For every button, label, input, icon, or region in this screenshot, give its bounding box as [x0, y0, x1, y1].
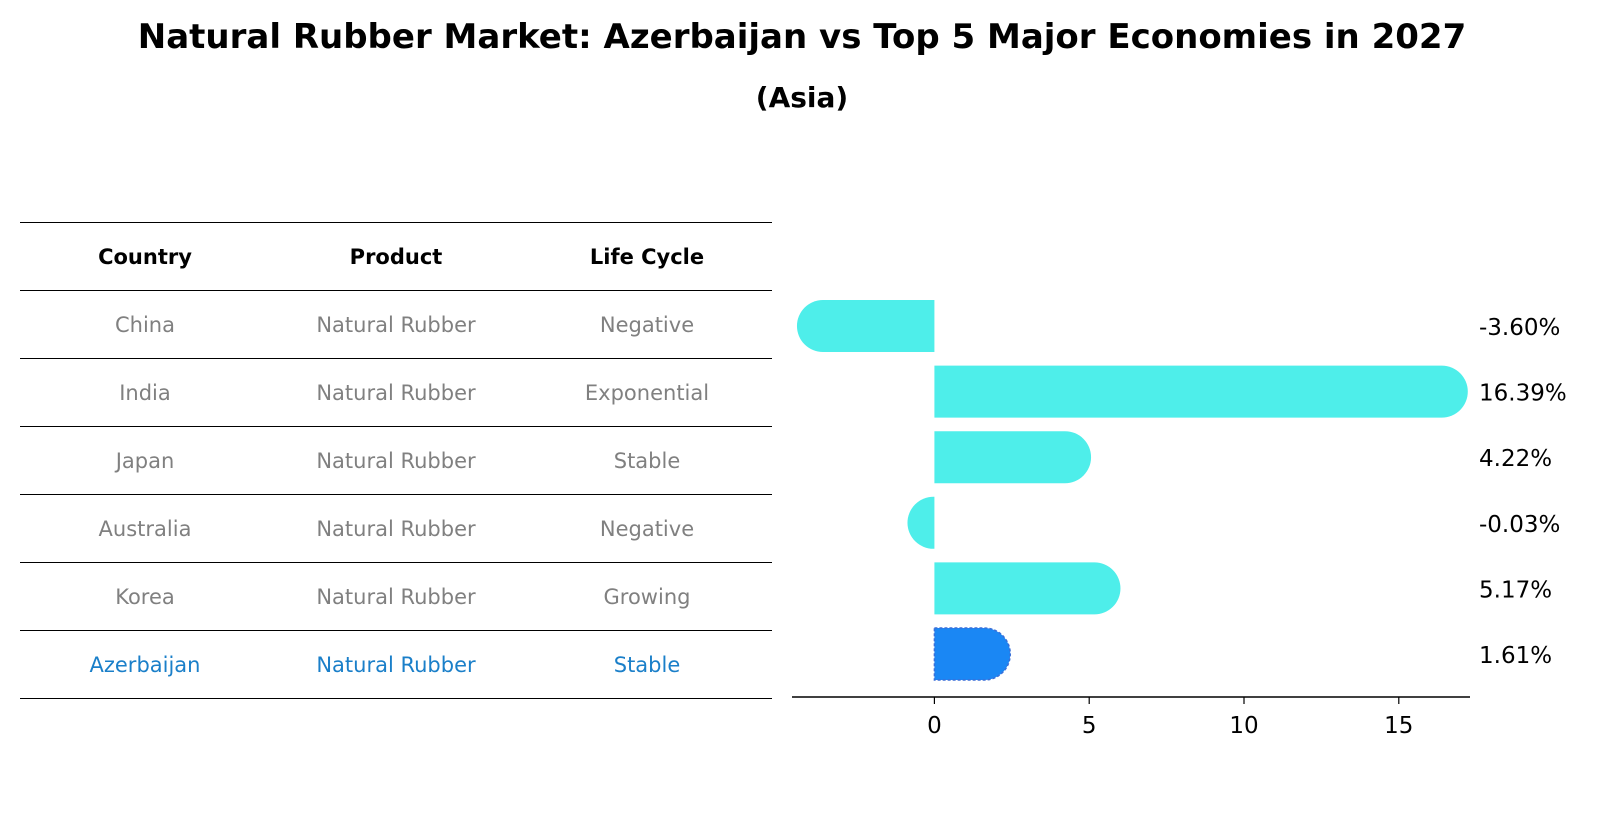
bar-korea [934, 562, 1121, 615]
header-life-cycle: Life Cycle [589, 244, 705, 269]
value-label: 16.39% [1479, 381, 1567, 407]
cell-life-cycle: Negative [599, 312, 695, 337]
bar-azerbaijan [933, 627, 1012, 681]
bar-india [934, 365, 1468, 418]
value-label: 5.17% [1479, 577, 1552, 603]
header-country: Country [98, 244, 192, 269]
x-tick-label: 15 [1384, 713, 1413, 739]
cell-product: Natural Rubber [316, 584, 476, 609]
cell-country: Azerbaijan [89, 652, 201, 677]
table-row: Australia Natural Rubber Negative [20, 494, 772, 562]
bar-china [796, 300, 935, 352]
bar-japan [934, 431, 1092, 484]
cell-product: Natural Rubber [316, 652, 476, 677]
cell-country: Australia [98, 516, 192, 541]
cell-product: Natural Rubber [316, 312, 476, 337]
table-row: Japan Natural Rubber Stable [20, 426, 772, 494]
cell-country: Japan [115, 448, 175, 473]
table-row-highlighted: Azerbaijan Natural Rubber Stable [20, 630, 772, 699]
cell-country: Korea [115, 584, 175, 609]
value-label: 1.61% [1479, 643, 1552, 669]
chart-title: Natural Rubber Market: Azerbaijan vs Top… [137, 17, 1467, 57]
header-product: Product [349, 244, 443, 269]
table-row: Korea Natural Rubber Growing [20, 562, 772, 630]
table-row: China Natural Rubber Negative [20, 290, 772, 358]
cell-life-cycle: Stable [613, 652, 681, 677]
value-label: 4.22% [1479, 446, 1552, 472]
cell-life-cycle: Negative [599, 516, 695, 541]
cell-country: China [115, 312, 175, 337]
cell-country: India [119, 380, 171, 405]
x-tick-label: 0 [927, 713, 942, 739]
cell-life-cycle: Stable [613, 448, 681, 473]
x-tick-label: 5 [1082, 713, 1097, 739]
cell-product: Natural Rubber [316, 516, 476, 541]
table-header-row: Country Product Life Cycle [20, 222, 772, 290]
cell-product: Natural Rubber [316, 448, 476, 473]
chart-subtitle: (Asia) [755, 81, 849, 114]
bar-australia [907, 496, 935, 549]
cell-life-cycle: Exponential [584, 380, 710, 405]
life-cycle-table: Country Product Life Cycle China Natural… [20, 222, 772, 699]
x-tick-label: 10 [1229, 713, 1258, 739]
cell-life-cycle: Growing [603, 584, 691, 609]
value-label: -0.03% [1479, 512, 1560, 538]
table-row: India Natural Rubber Exponential [20, 358, 772, 426]
cell-product: Natural Rubber [316, 380, 476, 405]
value-label: -3.60% [1479, 315, 1560, 341]
